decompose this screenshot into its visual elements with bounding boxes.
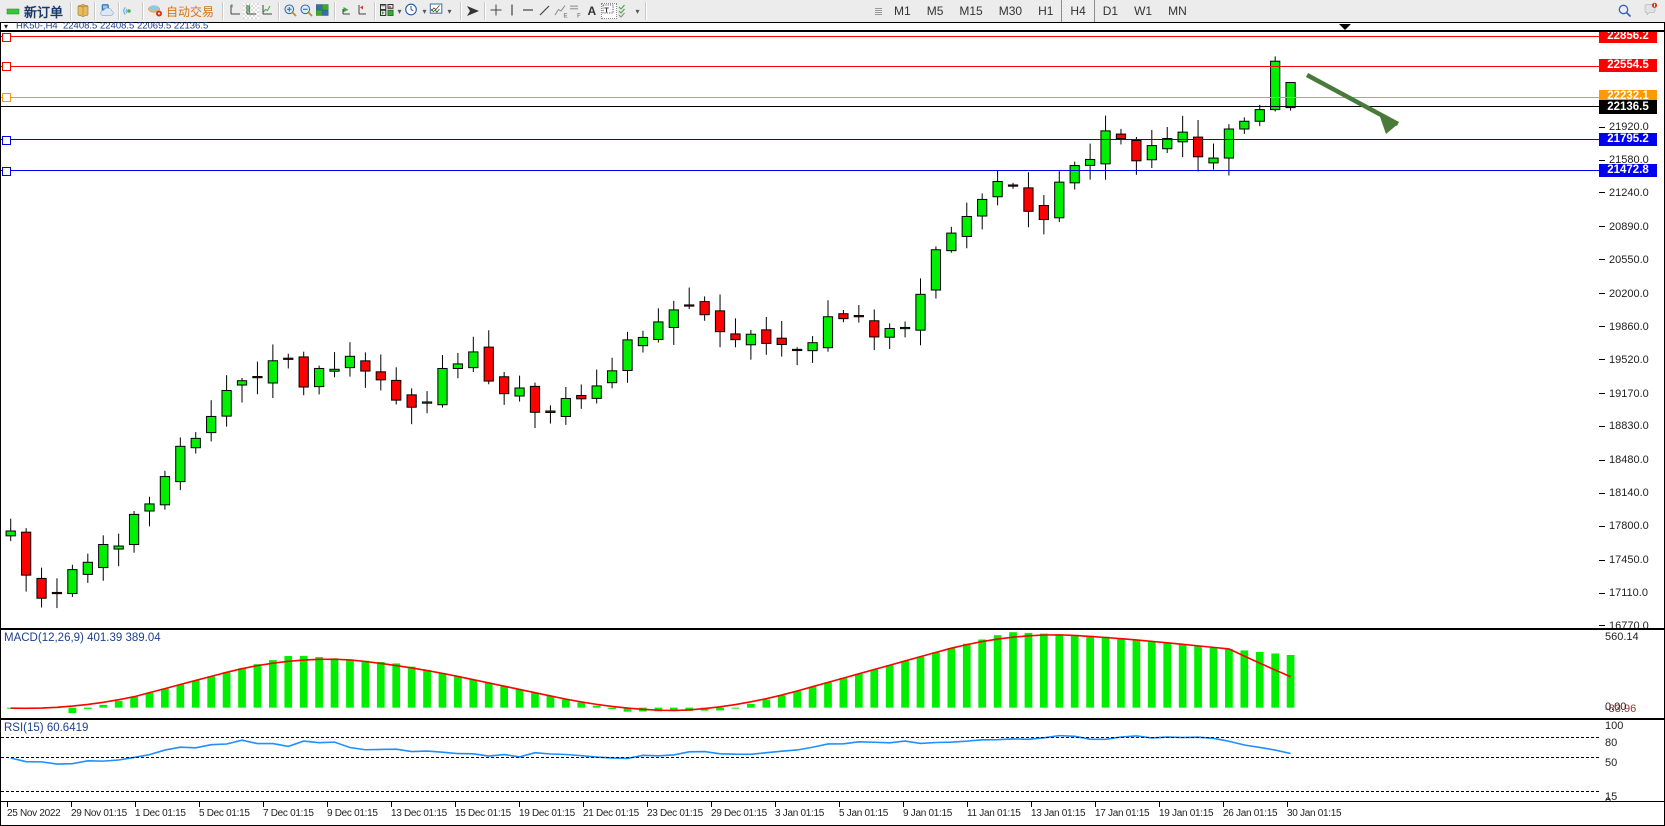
svg-text:T: T (604, 5, 609, 14)
svg-text:A: A (588, 4, 597, 18)
svg-text:F: F (577, 14, 581, 20)
svg-text:E: E (564, 14, 568, 20)
